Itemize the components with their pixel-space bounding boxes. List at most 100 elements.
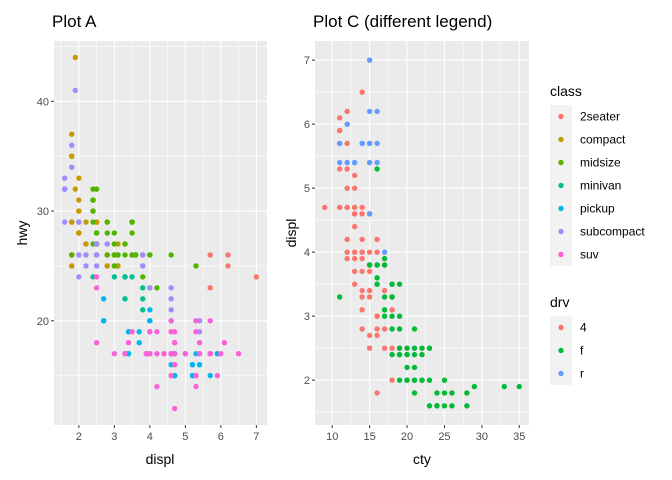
plot-a-point-midsize: [69, 252, 75, 258]
plot-c-point-4: [344, 255, 350, 262]
plot-c-point-f: [389, 313, 395, 319]
plot-a-point-midsize: [111, 263, 118, 269]
plot-c-point-4: [366, 345, 373, 351]
plot-a-point-pickup: [101, 318, 107, 324]
plot-c-xtick-label: 15: [363, 431, 375, 443]
plot-c-ytick-label: 2: [304, 375, 310, 387]
plot-a-point-suv: [193, 329, 199, 335]
plot-a-point-subcompact: [76, 219, 82, 225]
plot-a-xtick-label: 4: [147, 431, 153, 443]
plot-c-point-f: [336, 294, 343, 300]
plot-c-point-4: [359, 307, 365, 313]
plot-c-point-4: [366, 294, 373, 300]
plot-a-point-subcompact: [76, 252, 82, 258]
plot-a-point-compact: [83, 219, 89, 225]
plot-c-point-4: [351, 211, 358, 217]
plot-c-point-4: [351, 281, 358, 287]
plot-c-ytick-label: 5: [304, 183, 310, 195]
plot-c-point-4: [366, 268, 373, 275]
plot-c-point-4: [336, 127, 343, 134]
plot-c-point-4: [351, 268, 358, 275]
plot-a-xlabel: displ: [146, 451, 175, 467]
legend-class-label-pickup: pickup: [580, 202, 615, 216]
plot-c-point-r: [336, 140, 343, 147]
plot-c-point-4: [344, 204, 350, 211]
plot-a-point-midsize: [154, 285, 160, 291]
plot-a-point-suv: [214, 372, 220, 379]
plot-c-point-4: [366, 332, 373, 339]
plot-a-point-midsize: [129, 219, 135, 225]
plot-c-point-r: [336, 159, 343, 166]
plot-c-point-r: [344, 121, 350, 127]
plot-a-point-compact: [72, 54, 79, 61]
plot-c-point-4: [359, 326, 365, 332]
legend-class-key-compact: [558, 136, 564, 143]
plot-c-point-f: [374, 275, 380, 281]
plot-a-point-suv: [168, 372, 174, 379]
plot-c-point-4: [344, 249, 350, 255]
plot-c-point-4: [359, 204, 365, 211]
plot-a-point-midsize: [90, 219, 96, 225]
plot-a-point-suv: [93, 285, 100, 291]
plot-c-point-4: [351, 185, 358, 191]
plot-a-point-midsize: [90, 208, 96, 214]
plot-a-point-suv: [147, 329, 153, 335]
legend-class-label-suv: suv: [580, 248, 599, 262]
plot-c-point-f: [501, 383, 508, 390]
plot-a-point-suv: [221, 340, 228, 346]
plot-c-point-f: [374, 281, 380, 287]
plot-c-xlabel: cty: [413, 451, 431, 467]
plot-c-point-4: [381, 345, 388, 351]
plot-c-point-f: [381, 294, 388, 300]
plot-a-point-subcompact: [104, 241, 110, 247]
plot-a-point-midsize: [90, 197, 96, 203]
plot-a-point-minivan: [122, 296, 128, 302]
legend-drv-label-r: r: [580, 367, 584, 381]
plot-c-xtick-label: 20: [401, 431, 413, 443]
plot-c-ytick-label: 6: [304, 119, 310, 131]
plot-a-point-minivan: [140, 307, 146, 313]
plot-a-point-suv: [172, 340, 178, 346]
plot-a-point-subcompact: [83, 252, 89, 258]
plot-a-point-suv: [172, 405, 178, 412]
plot-c-point-4: [359, 89, 365, 95]
plot-a-point-suv: [207, 350, 213, 357]
plot-c-point-4: [374, 390, 380, 396]
plot-a-point-subcompact: [93, 263, 100, 269]
plot-c-point-f: [411, 326, 418, 332]
plot-c-point-f: [419, 377, 425, 383]
legend-class-key-2seater: [558, 113, 564, 120]
plot-a-point-pickup: [101, 296, 107, 302]
plot-a-point-subcompact: [72, 87, 79, 94]
plot-a-point-suv: [193, 318, 199, 324]
plot-c-point-f: [396, 326, 403, 332]
plot-c-point-f: [381, 262, 388, 268]
plot-c-point-4: [322, 204, 328, 211]
plot-c-point-r: [366, 108, 373, 115]
plot-c-point-f: [411, 351, 418, 358]
plot-a-title: Plot A: [52, 12, 97, 31]
plot-c-panel: [315, 41, 529, 425]
plot-c-point-r: [366, 140, 373, 147]
legend-class-label-2seater: 2seater: [580, 110, 620, 124]
plot-c-point-4: [336, 204, 343, 211]
plot-a-point-subcompact: [61, 175, 68, 181]
plot-a-point-compact: [69, 131, 75, 137]
plot-a-point-pickup: [147, 307, 153, 313]
legend-class-title: class: [550, 83, 582, 99]
plot-a-point-suv: [193, 383, 199, 390]
plot-a-point-minivan: [140, 296, 146, 302]
plot-c-point-4: [389, 345, 395, 351]
plot-c-point-4: [336, 115, 343, 121]
plot-c-ylabel: displ: [283, 219, 299, 248]
plot-a-ytick-label: 40: [37, 96, 49, 108]
plot-a-point-midsize: [193, 263, 199, 269]
plot-a-point-2seater: [225, 252, 231, 258]
plot-a-xtick-label: 7: [253, 431, 259, 443]
plot-a-point-midsize: [129, 230, 135, 236]
plot-c-point-4: [389, 377, 395, 383]
plot-a-ylabel: hwy: [14, 221, 30, 246]
plot-a-point-subcompact: [147, 285, 153, 291]
plot-a-point-pickup: [196, 361, 203, 368]
